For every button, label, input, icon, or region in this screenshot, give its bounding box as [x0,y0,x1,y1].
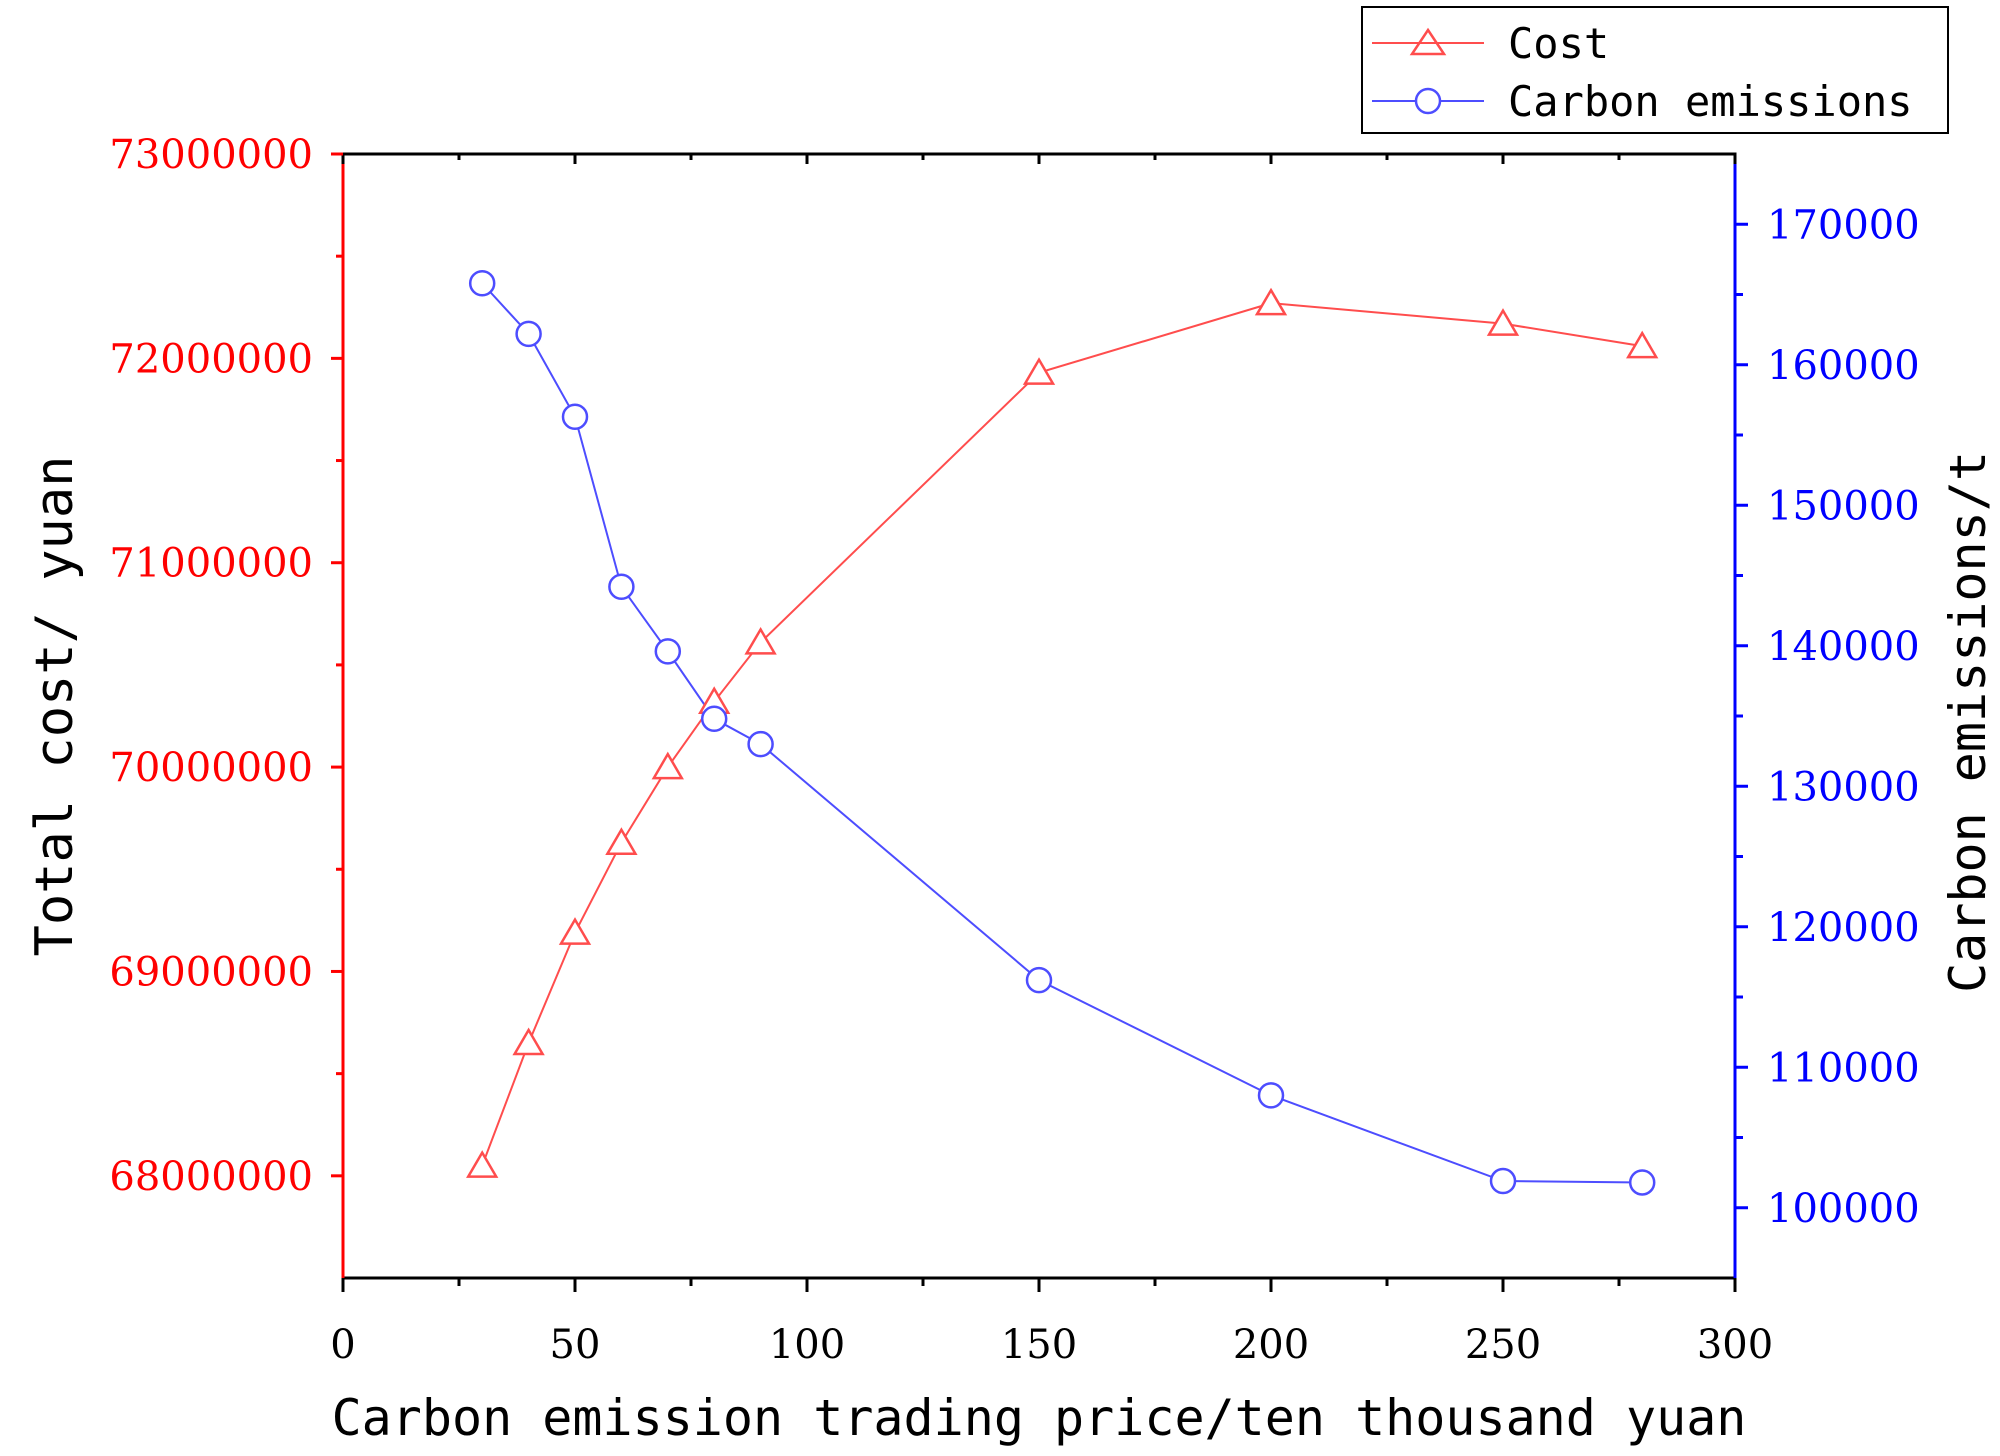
x-tick-label: 200 [1233,1322,1309,1368]
cost-point [744,626,777,655]
x-tick-label: 100 [769,1322,845,1368]
cost-point [1486,308,1520,336]
legend-cost-label: Cost [1508,19,1609,68]
legend-emissions-label: Carbon emissions [1508,77,1913,126]
x-tick-label: 150 [1001,1322,1077,1368]
x-tick-label: 300 [1697,1322,1773,1368]
y-tick-label: 70000000 [109,745,313,791]
cost-point [1254,287,1288,316]
y-tick-label: 69000000 [109,949,313,995]
y2-tick-label: 150000 [1767,483,1920,529]
emissions-point [1489,1167,1517,1195]
legend: Cost Carbon emissions [1361,6,1949,134]
y-tick-label: 71000000 [109,541,313,587]
emissions-point [468,270,496,297]
legend-box [1361,6,1949,134]
y-tick-label: 68000000 [109,1154,313,1200]
emissions-point [608,573,635,600]
y-tick-label: 72000000 [109,336,313,382]
y2-tick-label: 130000 [1767,764,1920,810]
x-axis-title: Carbon emission trading price/ten thousa… [332,1389,1747,1447]
cost-point [605,827,638,855]
right-y-axis-ticks: 100000 110000 120000 130000 140000 150000 1600… [1735,202,1920,1232]
emissions-point [561,403,589,430]
right-y-axis-title: Carbon emissions/t [1939,451,1997,993]
emissions-point [515,320,542,348]
emissions-point [747,730,774,758]
emissions-point [700,705,728,733]
legend-emissions-marker [1414,87,1442,115]
cost-point [1022,357,1056,385]
cost-point [651,751,684,780]
emissions-point [1025,966,1053,994]
x-tick-label: 0 [330,1322,355,1368]
cost-point [558,917,592,945]
left-y-axis-title: Total cost/ yuan [25,456,85,957]
emissions-point [1628,1169,1656,1196]
y2-tick-label: 100000 [1767,1186,1920,1232]
left-y-axis-ticks: 68000000 69000000 70000000 71000000 72000000… [109,132,343,1200]
cost-point [512,1027,545,1056]
y2-tick-label: 170000 [1767,202,1920,248]
y2-tick-label: 140000 [1767,624,1920,670]
emissions-point [654,638,682,665]
y2-tick-label: 110000 [1767,1045,1920,1091]
emissions-point [1257,1082,1285,1109]
y2-tick-label: 160000 [1767,343,1920,389]
y2-tick-label: 120000 [1767,905,1920,951]
series-markers [466,270,1659,1196]
y-tick-label: 73000000 [109,132,313,178]
cost-point [466,1150,499,1178]
x-tick-label: 50 [550,1322,601,1368]
cost-point [1626,330,1659,359]
x-tick-label: 250 [1465,1322,1541,1368]
legend-cost-marker [1409,27,1447,56]
x-axis-ticks: 0 50 100 150 200 250 300 [330,154,1773,1368]
